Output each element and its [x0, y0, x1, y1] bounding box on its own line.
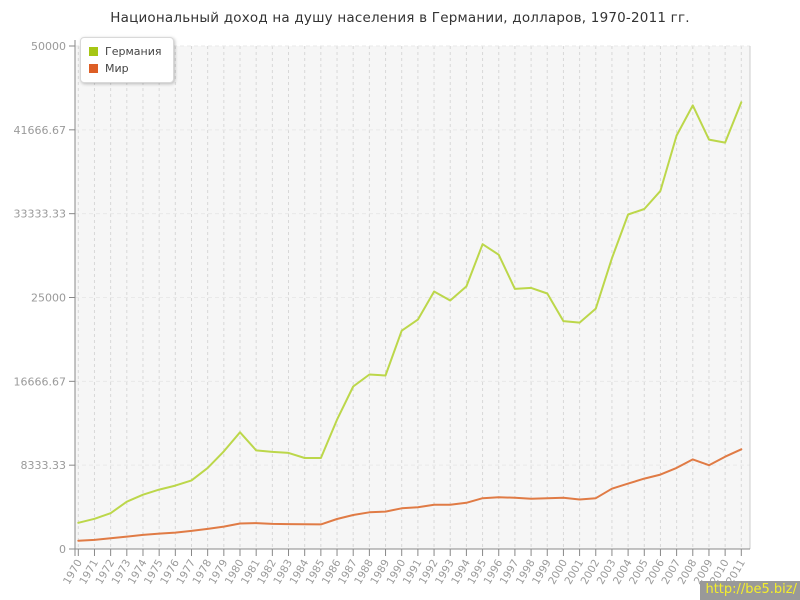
- svg-text:8333.33: 8333.33: [21, 459, 67, 472]
- svg-text:50000: 50000: [31, 40, 66, 53]
- legend: Германия Мир: [80, 37, 175, 83]
- watermark-link[interactable]: http://be5.biz/: [700, 581, 800, 600]
- svg-text:0: 0: [59, 543, 66, 556]
- legend-item-germany: Германия: [89, 43, 161, 60]
- germany-series-swatch-icon: [89, 47, 98, 56]
- svg-text:25000: 25000: [31, 292, 66, 305]
- svg-text:41666.67: 41666.67: [14, 124, 67, 137]
- legend-item-world: Мир: [89, 60, 161, 77]
- svg-text:16666.67: 16666.67: [14, 375, 67, 388]
- legend-label-world: Мир: [105, 62, 129, 75]
- world-series-swatch-icon: [89, 64, 98, 73]
- legend-label-germany: Германия: [105, 45, 162, 58]
- chart-title: Национальный доход на душу населения в Г…: [110, 10, 690, 26]
- svg-text:33333.33: 33333.33: [14, 208, 67, 221]
